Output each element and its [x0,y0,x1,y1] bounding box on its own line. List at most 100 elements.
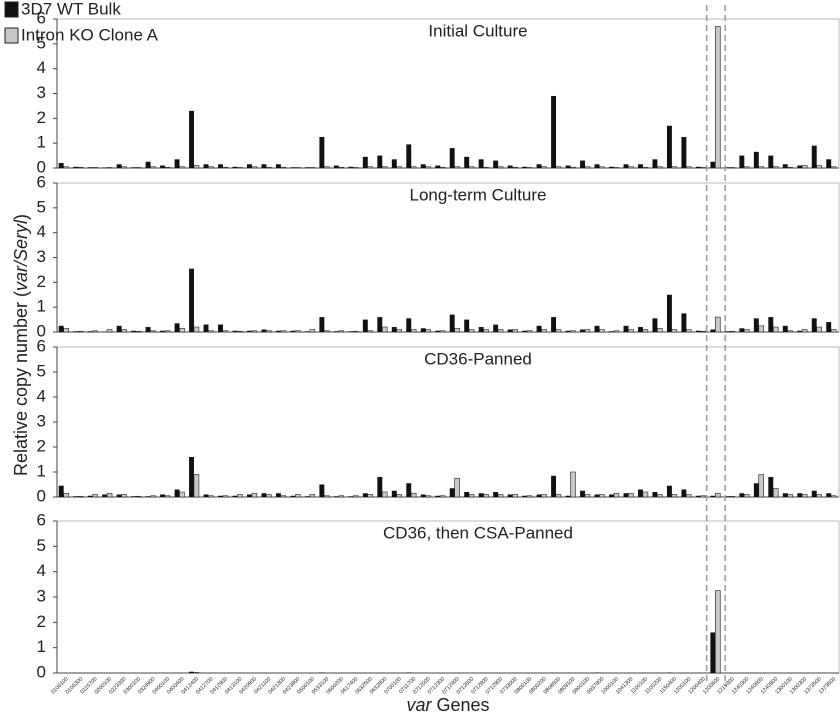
bar [454,327,460,333]
panel-title: Long-term Culture [409,185,546,204]
bar [710,495,716,497]
bar [391,490,397,497]
bar [304,331,310,332]
bar [666,672,672,673]
bar [396,329,402,333]
bar [63,492,69,498]
bar [391,159,397,168]
y-tick-label: 1 [37,297,46,316]
bar [700,330,707,333]
bar [425,166,431,169]
bar [801,494,808,498]
bar [628,166,634,169]
bar [193,326,200,333]
bar [570,166,576,169]
bar [637,489,643,497]
bar [381,491,388,498]
bar [449,148,455,168]
bar [280,330,287,333]
bar [657,327,663,333]
y-tick-label: 0 [37,662,46,681]
y-tick-label: 4 [37,386,46,405]
bar [753,483,759,497]
bar [362,493,368,497]
bar [507,494,513,497]
bar [193,672,200,674]
legend-swatch [4,1,19,18]
bar [439,330,446,333]
bar [830,329,837,333]
bar [280,166,287,169]
bar [449,488,455,497]
y-tick-label: 1 [37,461,46,480]
bar [686,494,692,498]
bar [338,166,345,169]
bar [381,326,388,333]
bar [367,166,373,169]
bar [406,318,412,332]
bar [420,328,426,332]
bar [251,492,258,498]
y-tick-label: 6 [37,172,46,191]
y-tick-label: 3 [37,83,46,102]
y-tick-label: 2 [37,612,46,631]
bar [77,166,84,169]
bar [609,494,614,497]
bar [522,330,528,332]
bar [102,494,108,497]
bar [208,330,214,333]
panel-title: CD36, then CSA-Panned [383,523,573,542]
bar [729,330,736,333]
bar [275,330,281,332]
bar [145,496,151,497]
bar [787,166,793,169]
bar [391,327,397,332]
bar [642,491,649,498]
bar [594,494,600,497]
y-tick-label: 0 [37,321,46,340]
bar [131,496,137,497]
bar [174,323,180,332]
bar [237,494,243,498]
bar [536,164,542,168]
y-tick-label: 3 [37,586,46,605]
bar [599,329,605,333]
bar [652,318,658,332]
bar [449,314,455,332]
bar [565,330,571,332]
bar [381,166,388,169]
bar [464,319,470,332]
bar [121,166,127,169]
y-tick-label: 3 [37,247,46,266]
bar [87,495,93,497]
bar [135,495,142,498]
bar [410,492,417,498]
bar [681,489,687,497]
bar [319,484,325,497]
bar [319,317,325,332]
bar [246,330,252,332]
bar [715,316,721,333]
bar [189,457,194,497]
bar [816,326,822,333]
bar [106,329,113,333]
y-tick-label: 6 [37,336,46,355]
bar [787,330,793,333]
y-tick-label: 0 [37,157,46,176]
bar [319,136,325,168]
bar [652,159,658,168]
bar [333,496,339,497]
bar [715,26,721,169]
bar [348,496,354,497]
bar [628,329,634,333]
bar [468,494,475,498]
bar [797,493,803,497]
bar [801,329,808,333]
bar [570,471,576,498]
bar [584,494,591,498]
bar [189,110,194,168]
bar [324,495,330,498]
bar [536,494,542,497]
bar [681,313,687,332]
bar [454,477,460,498]
